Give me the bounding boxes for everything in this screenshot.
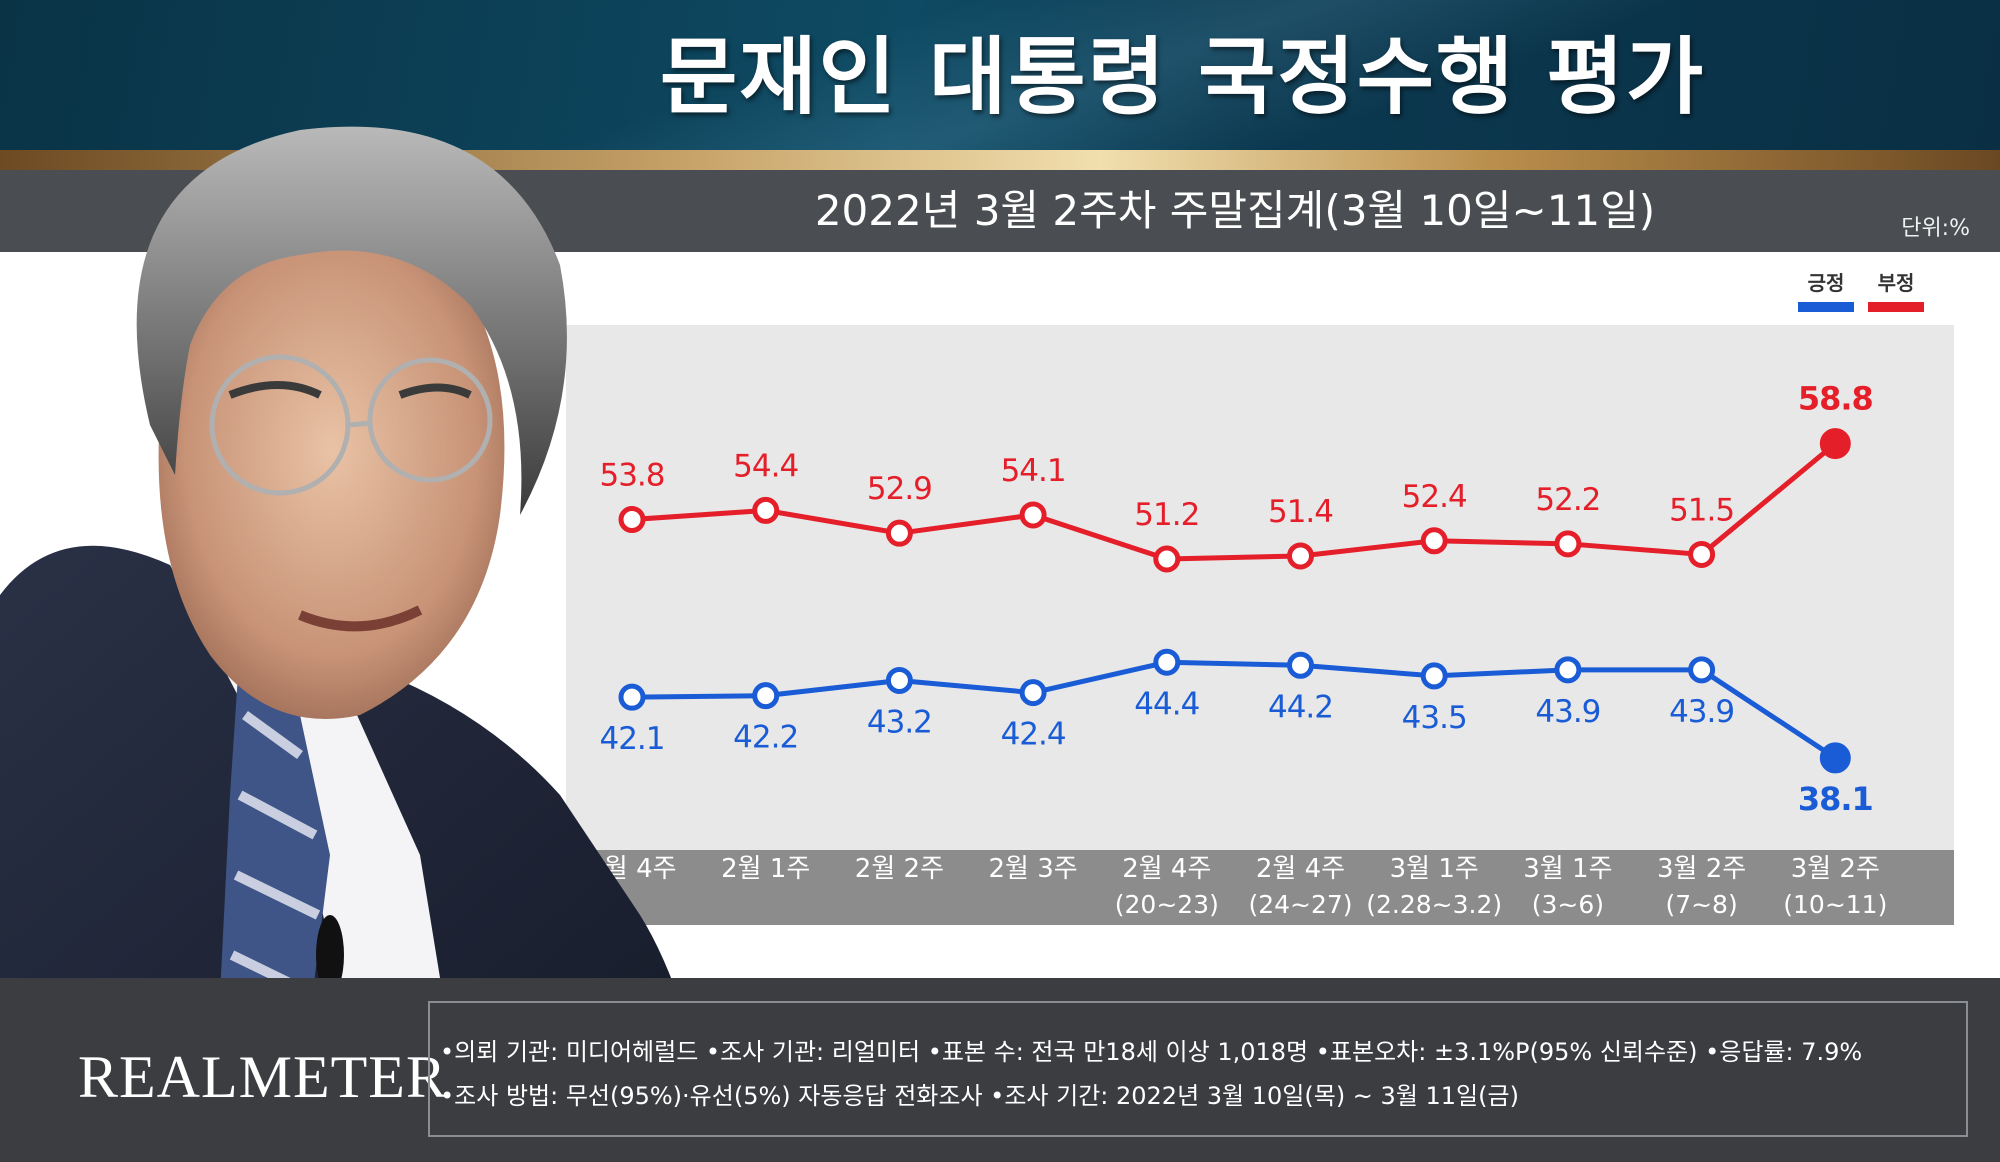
data-label-positive: 42.4 xyxy=(1001,717,1066,753)
data-label-negative: 52.4 xyxy=(1402,479,1467,515)
legend-negative-label: 부정 xyxy=(1877,271,1915,295)
data-label-positive: 38.1 xyxy=(1798,780,1873,818)
x-tick-label: 2월 4주 xyxy=(1122,854,1211,884)
realmeter-logo: REALMETER xyxy=(78,1044,447,1110)
data-point-positive xyxy=(618,683,646,711)
series-line-negative xyxy=(631,441,1837,562)
x-tick-label: 3월 1주 xyxy=(1523,854,1612,884)
footer-band xyxy=(0,978,2000,1162)
x-tick-sublabel: (20~23) xyxy=(1115,890,1219,919)
x-tick-sublabel: (24~27) xyxy=(1248,890,1352,919)
series-line-positive xyxy=(631,659,1837,761)
x-tick-label: 3월 2주 xyxy=(1791,854,1880,884)
survey-info-line-2: •조사 방법: 무선(95%)·유선(5%) 자동응답 전화조사 •조사 기간:… xyxy=(440,1082,1519,1110)
data-point-positive xyxy=(1420,662,1448,690)
x-axis-band xyxy=(566,850,1954,925)
survey-info-line-1: •의뢰 기관: 미디어헤럴드 •조사 기관: 리얼미터 •표본 수: 전국 만1… xyxy=(440,1038,1863,1066)
data-point-positive xyxy=(1688,656,1716,684)
data-label-negative: 51.5 xyxy=(1669,492,1734,528)
data-point-positive xyxy=(1153,648,1181,676)
data-point-positive xyxy=(752,682,780,710)
x-tick-sublabel: (7~8) xyxy=(1665,890,1737,919)
data-point-negative xyxy=(618,506,646,534)
approval-line-chart: 53.8 54.4 52.9 54.1 51.2 51.4 52.4 52.2 51.5 58.8… xyxy=(566,325,1954,925)
unit-label: 단위:% xyxy=(1901,216,1970,241)
data-label-negative: 51.4 xyxy=(1268,494,1333,530)
plot-area xyxy=(566,325,1954,925)
data-point-positive xyxy=(1287,651,1314,679)
x-tick-label: 3월 2주 xyxy=(1657,854,1746,884)
data-label-positive: 43.2 xyxy=(867,704,932,740)
data-label-positive: 44.4 xyxy=(1134,686,1199,722)
data-point-negative xyxy=(885,519,913,547)
legend-positive-label: 긍정 xyxy=(1807,271,1845,295)
legend-positive-swatch xyxy=(1798,302,1854,312)
data-point-positive xyxy=(1019,679,1047,707)
data-label-positive: 43.9 xyxy=(1669,694,1734,730)
title-banner xyxy=(0,0,2000,150)
data-label-positive: 43.9 xyxy=(1535,694,1600,730)
x-tick-label: 3월 1주 xyxy=(1390,854,1479,884)
data-point-negative xyxy=(1153,545,1181,573)
data-point-positive xyxy=(885,666,913,694)
data-point-negative xyxy=(1019,501,1047,529)
data-label-negative: 53.8 xyxy=(599,458,664,494)
x-tick-label: 2월 2주 xyxy=(855,854,944,884)
x-tick-label: 2월 1주 xyxy=(721,854,810,884)
data-label-negative: 54.4 xyxy=(733,448,798,484)
data-label-negative: 51.2 xyxy=(1134,497,1199,533)
data-label-negative: 58.8 xyxy=(1798,380,1873,418)
survey-period-subtitle: 2022년 3월 2주차 주말집계(3월 10일~11일) xyxy=(814,186,1656,235)
data-label-positive: 42.2 xyxy=(733,720,798,756)
data-label-negative: 52.9 xyxy=(867,471,932,507)
page-title: 문재인 대통령 국정수행 평가 xyxy=(660,28,1706,126)
data-point-negative xyxy=(1420,527,1448,555)
x-tick-label: 2월 4주 xyxy=(1256,854,1345,884)
data-point-negative xyxy=(1554,530,1582,558)
data-point-positive xyxy=(1819,742,1851,774)
data-label-positive: 44.2 xyxy=(1268,689,1333,725)
x-tick-sublabel: (10~11) xyxy=(1783,890,1887,919)
x-tick-sublabel: (2.28~3.2) xyxy=(1366,890,1502,919)
data-point-positive xyxy=(1554,656,1582,684)
x-tick-label: 2월 3주 xyxy=(988,854,1077,884)
data-point-negative xyxy=(1819,428,1851,460)
gold-divider xyxy=(0,150,2000,170)
legend-negative-swatch xyxy=(1868,302,1924,312)
data-point-negative xyxy=(752,496,780,524)
data-label-negative: 52.2 xyxy=(1535,482,1600,518)
x-tick-sublabel: (3~6) xyxy=(1532,890,1604,919)
data-label-negative: 54.1 xyxy=(1001,453,1066,489)
data-point-negative xyxy=(1688,540,1716,568)
data-point-negative xyxy=(1287,542,1314,570)
survey-info-box xyxy=(428,1001,1968,1137)
data-label-positive: 43.5 xyxy=(1402,700,1467,736)
data-label-positive: 42.1 xyxy=(599,721,664,757)
